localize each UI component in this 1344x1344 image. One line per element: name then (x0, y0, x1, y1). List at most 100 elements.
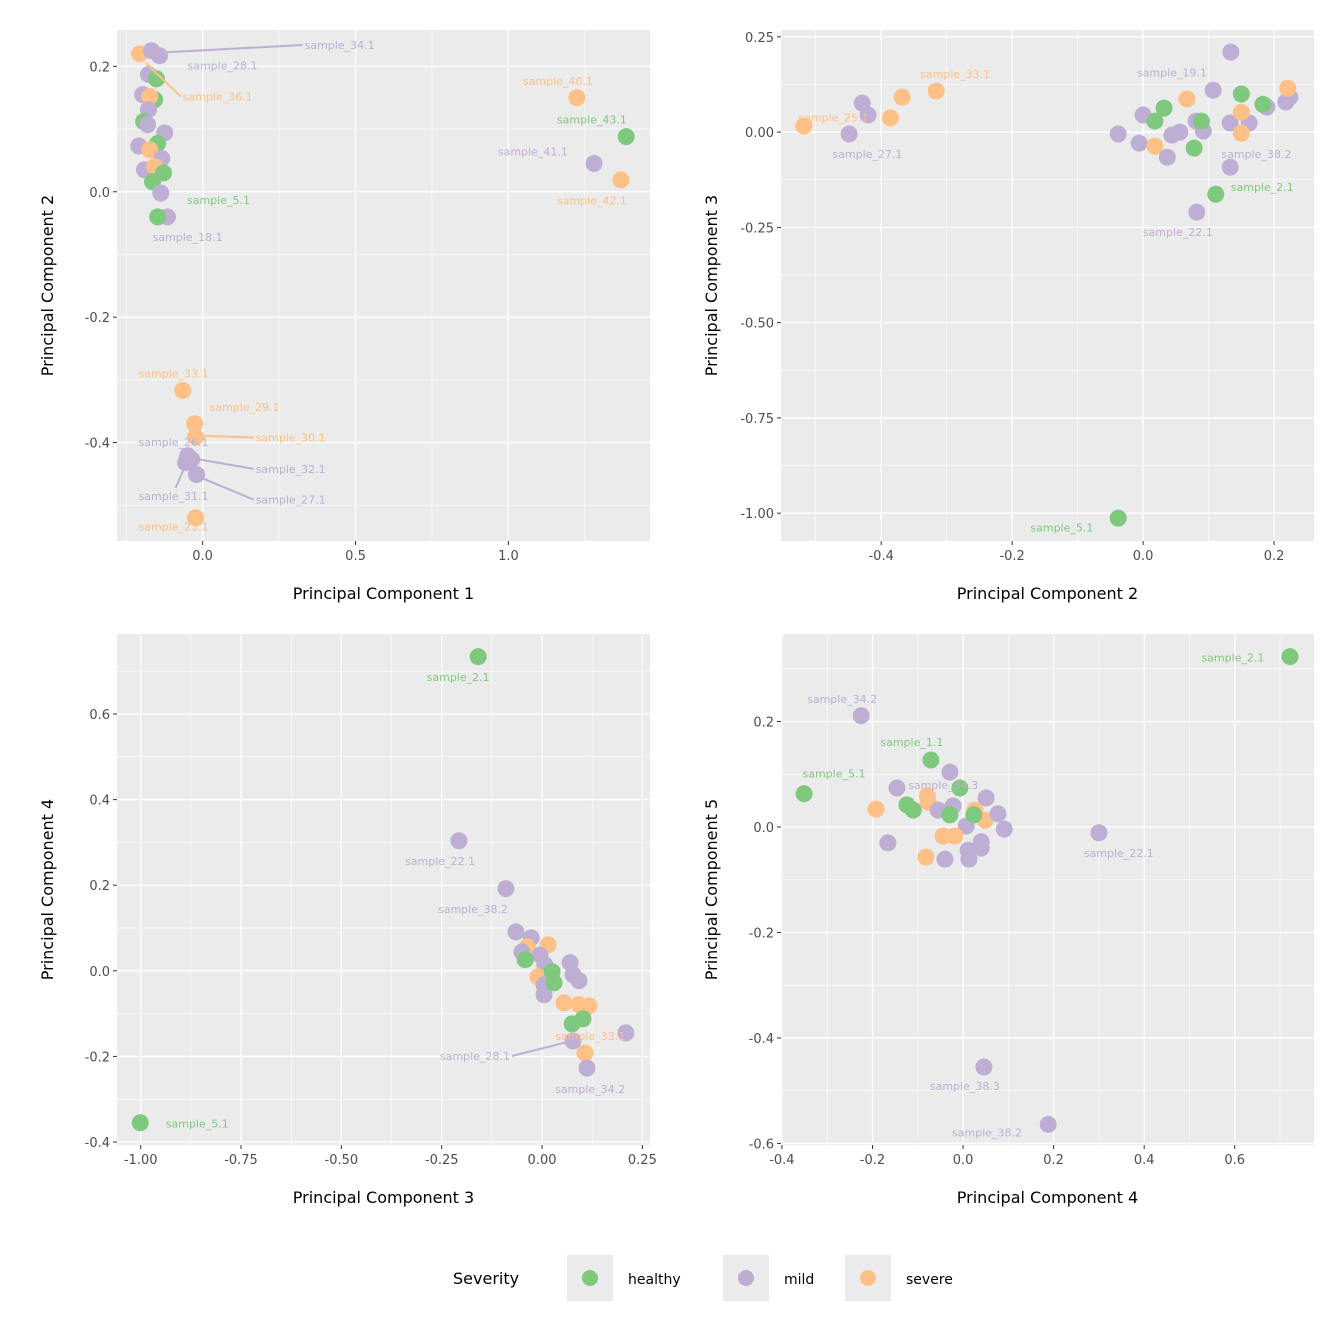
point-label: sample_1.1 (880, 736, 943, 749)
data-point-mild (977, 789, 995, 807)
data-point-severe (934, 827, 952, 845)
data-point-healthy (1232, 85, 1250, 103)
point-label: sample_38.2 (1221, 148, 1291, 161)
x-tick-label: -0.50 (325, 1153, 359, 1168)
data-point-mild (936, 850, 954, 868)
y-tick-label: -1.00 (740, 507, 774, 522)
x-tick-label: 0.6 (1224, 1153, 1245, 1168)
data-point-severe (612, 171, 630, 189)
data-point-healthy (1155, 99, 1173, 117)
x-tick-label: 0.0 (192, 549, 213, 564)
point-label: sample_33.1 (920, 68, 990, 81)
data-point-mild (879, 834, 897, 852)
data-point-mild (176, 454, 194, 472)
legend-item-mild: mild (723, 1255, 814, 1301)
x-tick-label: 0.5 (345, 549, 366, 564)
y-tick-label: 0.2 (89, 879, 110, 894)
data-point-severe (881, 109, 899, 127)
y-tick-label: 0.0 (89, 186, 110, 201)
y-tick-label: -0.2 (85, 311, 110, 326)
data-point-healthy (1192, 112, 1210, 130)
point-label: sample_32.1 (256, 463, 326, 476)
data-point-healthy (795, 785, 813, 803)
panel-background (117, 30, 650, 541)
panel-2: -0.4 -0.2 0.0 0.2 -1.00 -0.75 -0.50 -0.25 0.00 0.… (702, 30, 1314, 603)
data-point-healthy (922, 751, 940, 769)
legend-key-healthy (582, 1270, 598, 1286)
point-label: sample_22.1 (405, 855, 475, 868)
label-segment (174, 464, 187, 489)
panel-background (781, 634, 1314, 1145)
data-point-severe (174, 382, 192, 400)
label-segment (198, 434, 254, 439)
y-tick-label: -0.50 (740, 317, 774, 332)
point-label: sample_5.1 (166, 1118, 229, 1131)
x-tick-label: 0.2 (1043, 1153, 1064, 1168)
x-tick-label: -0.4 (868, 549, 893, 564)
y-tick-label: 0.4 (89, 794, 110, 809)
point-label: sample_34.3 (908, 779, 978, 792)
x-tick-label: 0.0 (1133, 549, 1154, 564)
point-label: sample_22.1 (1084, 847, 1154, 860)
data-point-healthy (1185, 139, 1203, 157)
legend-label-mild: mild (784, 1272, 814, 1288)
data-point-severe (187, 509, 205, 527)
data-point-mild (617, 1024, 635, 1042)
data-point-healthy (965, 806, 983, 824)
data-point-healthy (131, 1114, 149, 1132)
panel-background (117, 634, 650, 1145)
x-tick-label: -0.2 (999, 549, 1024, 564)
data-point-healthy (617, 128, 635, 146)
data-point-severe (917, 848, 935, 866)
data-point-severe (867, 800, 885, 818)
x-tick-label: 0.0 (953, 1153, 974, 1168)
panel-3: -1.00 -0.75 -0.50 -0.25 0.00 0.25 -0.4 -0.2 0.0 0… (38, 634, 657, 1207)
data-point-severe (555, 994, 573, 1012)
x-axis-title: Principal Component 3 (293, 1188, 474, 1207)
y-tick-label: 0.00 (745, 126, 774, 141)
data-point-mild (960, 850, 978, 868)
x-tick-label: -0.75 (224, 1153, 258, 1168)
data-point-severe (580, 997, 598, 1015)
y-tick-label: -0.25 (740, 221, 774, 236)
data-point-mild (1171, 123, 1189, 141)
y-tick-label: 0.0 (753, 821, 774, 836)
y-tick-label: -0.4 (85, 437, 110, 452)
data-point-mild (975, 1058, 993, 1076)
point-label: sample_19.1 (1137, 66, 1207, 79)
data-point-mild (1188, 203, 1206, 221)
data-point-severe (893, 88, 911, 106)
legend-item-severe: severe (845, 1255, 953, 1301)
y-tick-label: 0.2 (89, 60, 110, 75)
point-label: sample_30.1 (256, 432, 326, 445)
data-point-mild (859, 106, 877, 124)
data-point-mild (497, 880, 515, 898)
data-point-severe (568, 89, 586, 107)
label-segment (511, 1041, 567, 1057)
y-axis-title: Principal Component 3 (702, 195, 721, 376)
data-point-mild (888, 779, 906, 797)
point-label: sample_42.1 (557, 195, 627, 208)
y-tick-label: -0.4 (749, 1032, 774, 1047)
y-axis-title: Principal Component 2 (38, 195, 57, 376)
data-point-severe (141, 87, 159, 105)
point-label: sample_2.1 (427, 671, 490, 684)
y-tick-label: 0.0 (89, 965, 110, 980)
point-label: sample_33.1 (555, 1030, 625, 1043)
data-point-severe (1279, 79, 1297, 97)
point-label: sample_36.1 (183, 90, 253, 103)
data-point-mild (1090, 824, 1108, 842)
y-tick-label: -0.2 (85, 1050, 110, 1065)
y-tick-label: -0.2 (749, 926, 774, 941)
data-point-healthy (951, 779, 969, 797)
x-tick-label: 1.0 (498, 549, 519, 564)
point-label: sample_29.1 (210, 401, 280, 414)
data-point-healthy (516, 951, 534, 969)
point-label: sample_5.1 (802, 768, 865, 781)
data-point-mild (941, 763, 959, 781)
data-point-mild (188, 466, 206, 484)
data-point-healthy (941, 806, 959, 824)
point-label: sample_23.1 (139, 521, 209, 534)
point-label: sample_26.1 (139, 436, 209, 449)
